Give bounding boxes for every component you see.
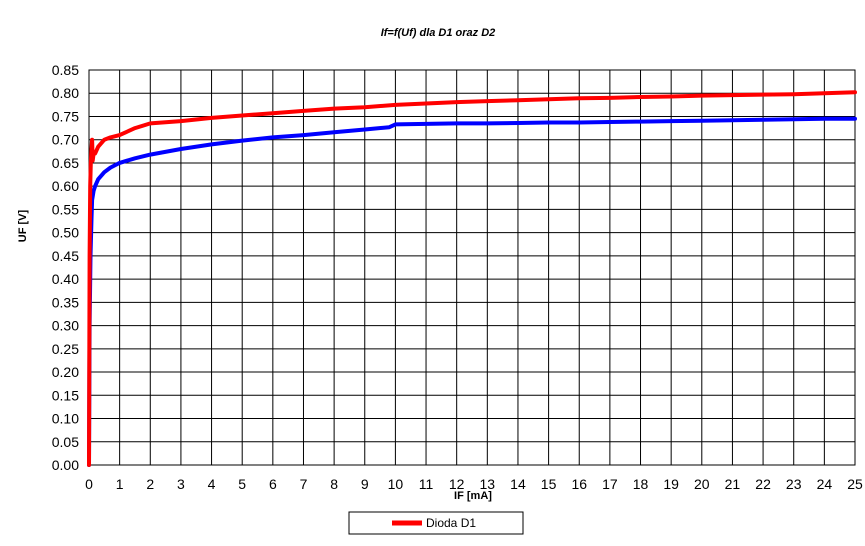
y-tick-label: 0.85 [52, 62, 79, 78]
x-tick-label: 21 [725, 476, 741, 492]
x-tick-label: 3 [177, 476, 185, 492]
legend-label-d1: Dioda D1 [426, 516, 476, 530]
x-tick-label: 13 [480, 476, 496, 492]
chart-title: If=f(Uf) dla D1 oraz D2 [381, 27, 496, 39]
x-tick-label: 24 [817, 476, 833, 492]
series-line-d2 [87, 116, 857, 467]
x-tick-label: 14 [510, 476, 526, 492]
x-tick-label: 6 [269, 476, 277, 492]
legend: Dioda D1 [348, 511, 524, 535]
y-tick-label: 0.80 [52, 85, 79, 101]
x-tick-label: 18 [633, 476, 649, 492]
y-tick-label: 0.05 [52, 434, 79, 450]
x-tick-label: 5 [238, 476, 246, 492]
series-group [87, 90, 857, 467]
y-tick-label: 0.35 [52, 294, 79, 310]
x-tick-label: 17 [602, 476, 618, 492]
y-axis-label: UF [V] [17, 209, 29, 242]
x-tick-label: 10 [388, 476, 404, 492]
x-tick-label: 8 [330, 476, 338, 492]
y-tick-label: 0.25 [52, 341, 79, 357]
x-tick-label: 16 [571, 476, 587, 492]
x-tick-label: 11 [419, 476, 434, 492]
x-tick-label: 9 [361, 476, 369, 492]
x-tick-label: 2 [146, 476, 154, 492]
x-tick-label: 23 [786, 476, 802, 492]
x-tick-label: 15 [541, 476, 557, 492]
x-tick-label: 1 [116, 476, 124, 492]
y-tick-label: 0.75 [52, 108, 79, 124]
y-tick-label: 0.45 [52, 248, 79, 264]
y-tick-label: 0.10 [52, 411, 79, 427]
x-tick-label: 12 [449, 476, 465, 492]
x-tick-label: 4 [208, 476, 216, 492]
y-tick-label: 0.40 [52, 271, 79, 287]
y-tick-label: 0.55 [52, 201, 79, 217]
y-tick-label: 0.20 [52, 364, 79, 380]
y-tick-label: 0.30 [52, 318, 79, 334]
x-tick-label: 20 [694, 476, 710, 492]
x-tick-label: 0 [85, 476, 93, 492]
y-tick-label: 0.70 [52, 132, 79, 148]
y-tick-label: 0.00 [52, 457, 79, 473]
x-tick-label: 19 [663, 476, 679, 492]
x-tick-label: 7 [300, 476, 308, 492]
legend-box [348, 511, 524, 535]
tick-labels: 0 1 2 3 4 5 6 7 8 9 10 11 12 13 14 15 16 17 18 19 20 21 22 23 24… [52, 62, 863, 492]
y-tick-label: 0.65 [52, 155, 79, 171]
y-tick-label: 0.15 [52, 387, 79, 403]
x-tick-label: 25 [847, 476, 863, 492]
y-tick-label: 0.60 [52, 178, 79, 194]
x-tick-label: 22 [755, 476, 771, 492]
grid [88, 69, 856, 466]
series-line-d1 [87, 90, 857, 467]
y-tick-label: 0.50 [52, 225, 79, 241]
x-axis-label: IF [mA] [454, 490, 492, 502]
